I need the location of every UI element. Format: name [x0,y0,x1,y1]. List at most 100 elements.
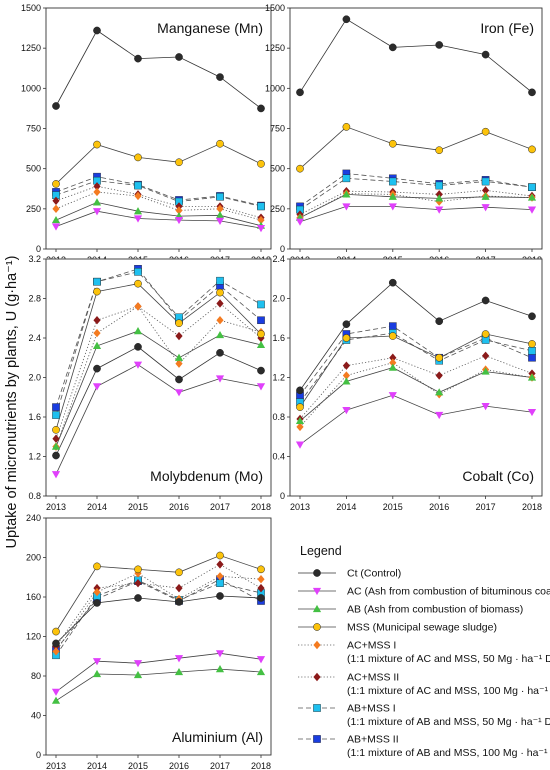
data-point-acmss2 [175,583,183,593]
legend-label: MSS (Municipal sewage sludge) [347,622,497,634]
y-tick-label: 0.8 [28,491,41,501]
data-point-acmss1 [134,191,142,201]
x-tick-label: 2018 [522,502,542,512]
data-point-mss [388,139,397,148]
data-point-acmss2 [482,186,490,195]
data-point-ac [51,223,61,231]
data-point-ac [174,216,184,225]
data-point-ct [435,317,444,326]
data-point-ac [527,408,537,417]
data-point-acmss2 [482,351,490,360]
data-point-mss [528,340,536,348]
data-point-ct [216,348,224,357]
data-point-ac [133,660,143,668]
data-point-acmss1 [134,302,142,311]
data-point-ab [527,373,537,381]
data-point-ab [435,388,444,396]
data-point-ac [51,688,61,696]
legend-item-ab: AB (Ash from combustion of biomass) [298,604,523,616]
data-point-abmss1 [342,174,351,183]
data-point-ct [216,592,224,600]
x-tick-label: 2017 [210,761,230,770]
data-point-acmss1 [93,587,101,597]
data-point-ac [481,403,490,411]
x-tick-label: 2018 [251,761,271,770]
data-point-ab [435,194,444,202]
data-point-acmss2 [175,331,183,341]
x-tick-label: 2013 [46,761,66,770]
panel-title: Molybdenum (Mo) [150,468,263,484]
data-point-ac [295,218,305,226]
data-point-abmss1 [528,183,536,191]
legend-marker [313,640,321,650]
legend-label: AB (Ash from combustion of biomass) [347,604,523,616]
series-line-ab [55,330,262,447]
data-point-acmss2 [93,316,101,325]
data-point-ct [257,366,265,375]
series-line-abmss2 [55,176,262,206]
data-point-ct [296,88,304,97]
y-tick-label: 40 [31,711,41,721]
data-point-ct [52,451,60,460]
data-point-ab [133,207,143,215]
y-tick-label: 3.2 [28,254,41,264]
panel-title: Iron (Fe) [480,20,534,36]
data-point-ab [174,353,184,361]
data-point-ac [435,411,444,420]
data-point-mss [257,159,265,168]
legend-title: Legend [300,544,342,558]
chart-panel: 0 40 80 120 160 200 240 2013 2014 2015 2016 2017 201… [26,513,272,770]
data-point-ct [134,594,142,602]
data-point-mss [435,353,444,362]
panel-title: Aluminium (Al) [172,729,263,745]
data-point-abmss1 [216,276,224,285]
data-point-mss [216,139,224,148]
data-point-abmss1 [257,300,265,309]
series-line-mss [55,143,262,185]
data-point-abmss1 [257,202,265,211]
y-tick-label: 750 [26,124,41,134]
data-point-mss [296,164,304,173]
data-point-mss [134,153,142,162]
data-point-acmss1 [216,316,224,325]
data-point-ac [92,208,102,216]
data-point-acmss1 [52,204,60,214]
data-point-acmss1 [134,569,142,578]
x-tick-label: 2016 [429,502,449,512]
data-point-mss [175,158,183,167]
data-point-mss [257,565,265,574]
data-point-mss [175,319,183,328]
y-tick-label: 750 [270,124,285,134]
y-tick-label: 160 [26,592,41,602]
data-point-abmss1 [134,268,142,276]
data-point-acmss2 [257,583,265,593]
data-point-mss [216,288,224,297]
data-point-ac [215,650,225,658]
data-point-mss [216,551,224,560]
series-line-abmss1 [55,271,262,416]
legend-item-abmss2: AB+MSS II(1:1 mixture of AB and MSS, 100… [298,734,550,759]
data-point-mss [342,334,351,342]
data-point-ct [342,15,351,24]
y-tick-label: 0 [280,244,285,254]
data-point-abmss1 [93,277,101,286]
data-point-ac [133,215,143,223]
y-tick-label: 0 [36,244,41,254]
data-point-acmss1 [93,187,101,197]
data-point-mss [435,146,444,155]
data-point-ab [527,193,537,201]
series-line-ac [299,205,533,223]
legend-sublabel: (1:1 mixture of AC and MSS, 100 Mg · ha⁻… [347,685,550,697]
series-line-ct [299,18,533,93]
data-point-mss [175,568,183,577]
legend-label: AB+MSS II [347,734,399,746]
data-point-acmss1 [216,204,224,214]
series-line-abmss2 [299,325,533,396]
series-line-abmss1 [55,579,262,656]
data-point-acmss2 [93,182,101,191]
data-point-mss [481,127,490,136]
data-point-ab [215,330,225,339]
x-tick-label: 2016 [169,761,189,770]
data-point-abmss2 [52,403,60,411]
legend-marker [313,623,321,631]
